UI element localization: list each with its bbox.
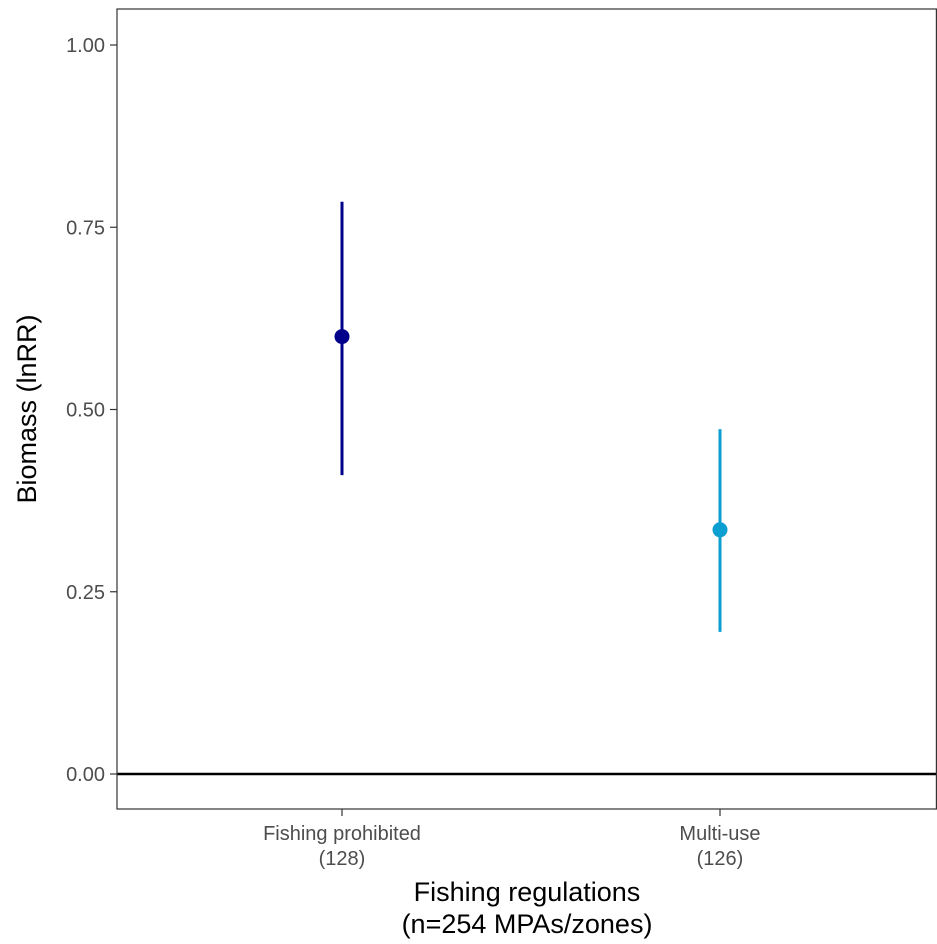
y-tick-label: 0.75	[66, 217, 105, 239]
x-tick-count-label: (126)	[697, 848, 744, 870]
x-tick-label: Multi-use	[679, 823, 760, 845]
x-axis-title-line-2: (n=254 MPAs/zones)	[402, 909, 653, 939]
x-tick-label: Fishing prohibited	[263, 823, 421, 845]
y-tick-label: 0.25	[66, 582, 105, 604]
x-tick-count-label: (128)	[319, 848, 366, 870]
y-tick-label: 0.00	[66, 764, 105, 786]
x-axis-ticks: Fishing prohibited (128) Multi-use (126)	[263, 809, 761, 870]
point-estimate	[712, 522, 728, 538]
y-tick-label: 1.00	[66, 35, 105, 57]
x-axis-title-line-1: Fishing regulations	[414, 877, 641, 907]
y-tick-label: 0.50	[66, 400, 105, 422]
y-axis-ticks: 0.00 0.25 0.50 0.75 1.00	[66, 35, 117, 786]
point-estimate	[334, 329, 350, 345]
chart-marks	[117, 201, 937, 776]
y-axis-title: Biomass (lnRR)	[12, 314, 42, 503]
panel-border	[116, 8, 937, 810]
